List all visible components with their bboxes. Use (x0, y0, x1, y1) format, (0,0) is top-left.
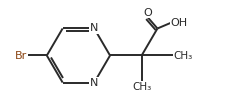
Text: O: O (143, 8, 152, 18)
Text: N: N (90, 77, 98, 87)
Text: CH₃: CH₃ (173, 51, 192, 60)
Text: OH: OH (170, 18, 187, 28)
Text: N: N (90, 24, 98, 34)
Text: Br: Br (15, 51, 27, 60)
Text: CH₃: CH₃ (131, 82, 151, 92)
